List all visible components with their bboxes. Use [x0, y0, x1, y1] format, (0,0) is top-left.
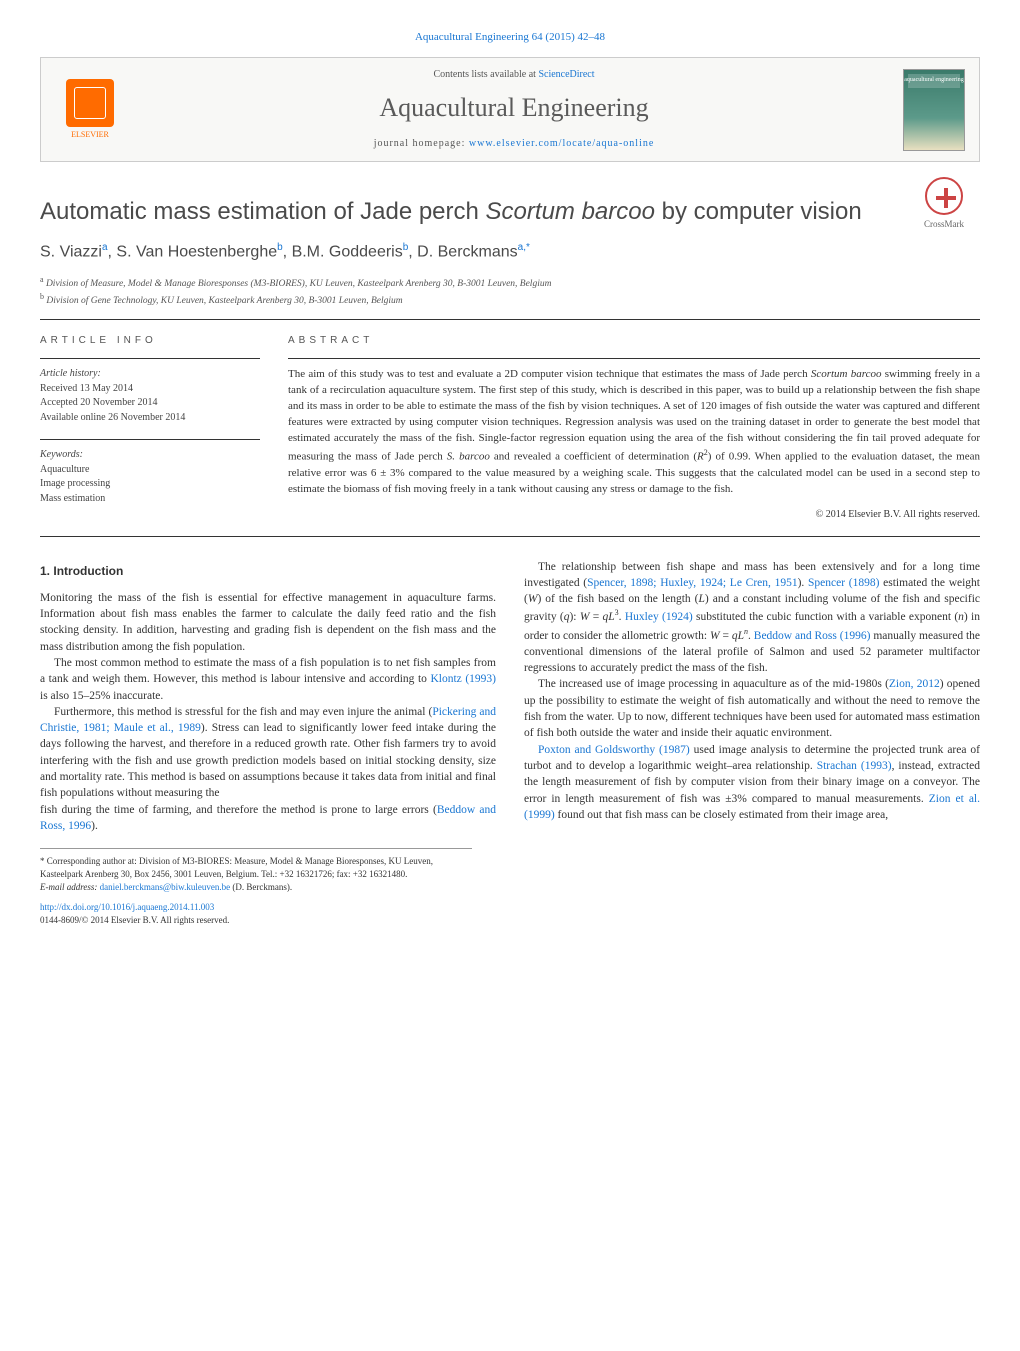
- corresponding-author-note: * Corresponding author at: Division of M…: [40, 855, 472, 880]
- abstract-copyright: © 2014 Elsevier B.V. All rights reserved…: [288, 508, 980, 522]
- abstract-text: The aim of this study was to test and ev…: [288, 367, 980, 497]
- accepted-date: Accepted 20 November 2014: [40, 396, 260, 411]
- footnotes: * Corresponding author at: Division of M…: [40, 848, 472, 893]
- affiliation-b: Division of Gene Technology, KU Leuven, …: [46, 297, 402, 307]
- para-5: The increased use of image processing in…: [524, 676, 980, 741]
- section-heading: 1. Introduction: [40, 563, 496, 580]
- journal-cover-thumbnail: aquacultural engineering: [903, 69, 965, 151]
- email-label: E-mail address:: [40, 882, 100, 892]
- body-text: 1. Introduction Monitoring the mass of t…: [40, 559, 980, 835]
- crossmark-label: CrossMark: [924, 219, 964, 229]
- sciencedirect-link[interactable]: ScienceDirect: [538, 69, 594, 80]
- keywords-block: Keywords: Aquaculture Image processing M…: [40, 448, 260, 506]
- abstract-heading: ABSTRACT: [288, 334, 980, 348]
- contents-line: Contents lists available at ScienceDirec…: [125, 68, 903, 82]
- homepage-prefix: journal homepage:: [374, 138, 469, 149]
- crossmark-icon: [925, 177, 963, 215]
- homepage-link[interactable]: www.elsevier.com/locate/aqua-online: [469, 138, 654, 149]
- article-info-column: ARTICLE INFO Article history: Received 1…: [40, 334, 260, 521]
- info-rule: [40, 358, 260, 359]
- elsevier-logo-label: ELSEVIER: [71, 129, 109, 140]
- rule-bottom: [40, 536, 980, 537]
- journal-name: Aquacultural Engineering: [125, 90, 903, 126]
- journal-banner: ELSEVIER Contents lists available at Sci…: [40, 57, 980, 161]
- running-head-citation: Aquacultural Engineering 64 (2015) 42–48: [40, 30, 980, 45]
- banner-center: Contents lists available at ScienceDirec…: [125, 68, 903, 150]
- elsevier-logo: ELSEVIER: [55, 79, 125, 140]
- history-label: Article history:: [40, 367, 260, 382]
- affiliations: a Division of Measure, Model & Manage Bi…: [40, 274, 980, 310]
- abstract-column: ABSTRACT The aim of this study was to te…: [288, 334, 980, 521]
- affiliation-a: Division of Measure, Model & Manage Bior…: [46, 279, 552, 289]
- info-rule-2: [40, 439, 260, 440]
- para-2: Furthermore, this method is stressful fo…: [40, 704, 496, 802]
- keyword-0: Aquaculture: [40, 463, 260, 478]
- para-1: The most common method to estimate the m…: [40, 655, 496, 704]
- info-abstract-row: ARTICLE INFO Article history: Received 1…: [40, 334, 980, 521]
- received-date: Received 13 May 2014: [40, 382, 260, 397]
- issn-copyright: 0144-8609/© 2014 Elsevier B.V. All right…: [40, 915, 229, 925]
- elsevier-tree-icon: [66, 79, 114, 127]
- contents-prefix: Contents lists available at: [433, 69, 538, 80]
- para-6: Poxton and Goldsworthy (1987) used image…: [524, 742, 980, 824]
- online-date: Available online 26 November 2014: [40, 411, 260, 426]
- crossmark-badge[interactable]: CrossMark: [908, 177, 980, 231]
- abstract-rule: [288, 358, 980, 359]
- article-title: Automatic mass estimation of Jade perch …: [40, 197, 980, 227]
- para-4: The relationship between fish shape and …: [524, 559, 980, 677]
- article-info-heading: ARTICLE INFO: [40, 334, 260, 348]
- authors: S. Viazzia, S. Van Hoestenbergheb, B.M. …: [40, 241, 980, 264]
- article-history: Article history: Received 13 May 2014 Ac…: [40, 367, 260, 425]
- cover-label: aquacultural engineering: [904, 76, 964, 84]
- para-0: Monitoring the mass of the fish is essen…: [40, 590, 496, 655]
- doi-block: http://dx.doi.org/10.1016/j.aquaeng.2014…: [40, 901, 980, 926]
- keyword-1: Image processing: [40, 477, 260, 492]
- rule-top: [40, 319, 980, 320]
- para-3: fish during the time of farming, and the…: [40, 802, 496, 835]
- keyword-2: Mass estimation: [40, 492, 260, 507]
- email-link[interactable]: daniel.berckmans@biw.kuleuven.be: [100, 882, 230, 892]
- doi-link[interactable]: http://dx.doi.org/10.1016/j.aquaeng.2014…: [40, 902, 214, 912]
- homepage-line: journal homepage: www.elsevier.com/locat…: [125, 137, 903, 151]
- keywords-label: Keywords:: [40, 448, 260, 463]
- email-owner: (D. Berckmans).: [230, 882, 292, 892]
